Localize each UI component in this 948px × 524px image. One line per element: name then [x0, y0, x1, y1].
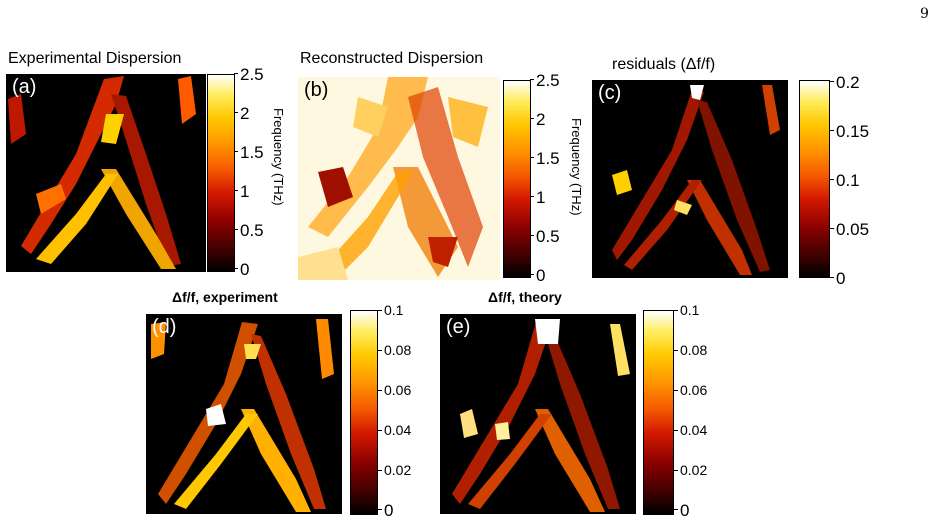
panel-d-heatmap: [151, 319, 334, 512]
panel-a-colorbar-label: Frequency (THz): [271, 108, 286, 206]
panel-e-heatmap: [452, 319, 630, 512]
panel-b-tick: 0.5: [530, 227, 560, 246]
panel-a-tick: 2: [233, 104, 250, 123]
panel-c-tick: 0: [829, 269, 846, 288]
panel-d-title: Δf/f, experiment: [172, 289, 278, 305]
panel-a-tick: 1: [233, 182, 250, 201]
panel-a-tick: 0: [233, 260, 250, 279]
panel-b-tick: 1: [529, 188, 546, 207]
panel-b-tick: 2.5: [530, 71, 560, 90]
panel-b-tick: 2: [529, 110, 546, 129]
panel-d-tick: 0.02: [377, 462, 412, 478]
panel-c-heatmap: [612, 85, 780, 275]
panel-c-label: (c): [598, 82, 622, 104]
panel-d-tick: 0.04: [377, 422, 412, 438]
panel-b-tick: 0: [529, 266, 546, 285]
panel-a-tick: 2.5: [234, 65, 264, 84]
panel-a-title: Experimental Dispersion: [8, 50, 182, 67]
panel-a-heatmap: [8, 76, 196, 269]
panel-c-colorbar: [799, 80, 830, 278]
page-number: 9: [920, 6, 929, 22]
panel-d-tick: 0.06: [377, 382, 412, 398]
panel-b-colorbar: [503, 80, 531, 278]
panel-e-image: (e): [440, 314, 636, 514]
panel-d-tick: 0.08: [377, 342, 412, 358]
panel-e-tick: 0.04: [673, 422, 708, 438]
panel-c-tick: 0.15: [829, 122, 870, 141]
panel-b-title: Reconstructed Dispersion: [300, 50, 484, 67]
panel-c-image: (c): [592, 80, 788, 278]
panel-e-tick: 0: [673, 501, 690, 520]
panel-a-label: (a): [12, 76, 37, 98]
panel-c-tick: 0.2: [830, 73, 860, 92]
panel-a-tick: 0.5: [234, 221, 264, 240]
panel-a-tick: 1.5: [234, 143, 264, 162]
panel-c-tick: 0.1: [830, 171, 860, 190]
panel-d-image: (d): [146, 314, 342, 514]
panel-d-label: (d): [152, 316, 177, 338]
panel-e-colorbar: [643, 310, 674, 515]
panel-a-colorbar: [207, 74, 235, 272]
panel-b-label: (b): [304, 79, 329, 101]
panel-e-tick: 0.02: [673, 462, 708, 478]
panel-c-title: residuals (Δf/f): [612, 56, 716, 73]
panel-c-tick: 0.05: [829, 220, 870, 239]
panel-e-tick: 0.08: [673, 342, 708, 358]
panel-e-label: (e): [446, 316, 471, 338]
panel-e-tick: 0.1: [673, 302, 700, 318]
panel-e-tick: 0.06: [673, 382, 708, 398]
panel-b-image: (b): [298, 77, 500, 280]
panel-b-tick: 1.5: [530, 149, 560, 168]
panel-d-colorbar: [350, 310, 378, 515]
panel-d-tick: 0.1: [377, 302, 404, 318]
panel-b-heatmap: [298, 77, 500, 280]
panel-b-colorbar-label: Frequency (THz): [569, 118, 584, 216]
panel-a-image: (a): [6, 74, 206, 272]
panel-d-tick: 0: [377, 501, 394, 520]
panel-e-title: Δf/f, theory: [488, 289, 562, 305]
